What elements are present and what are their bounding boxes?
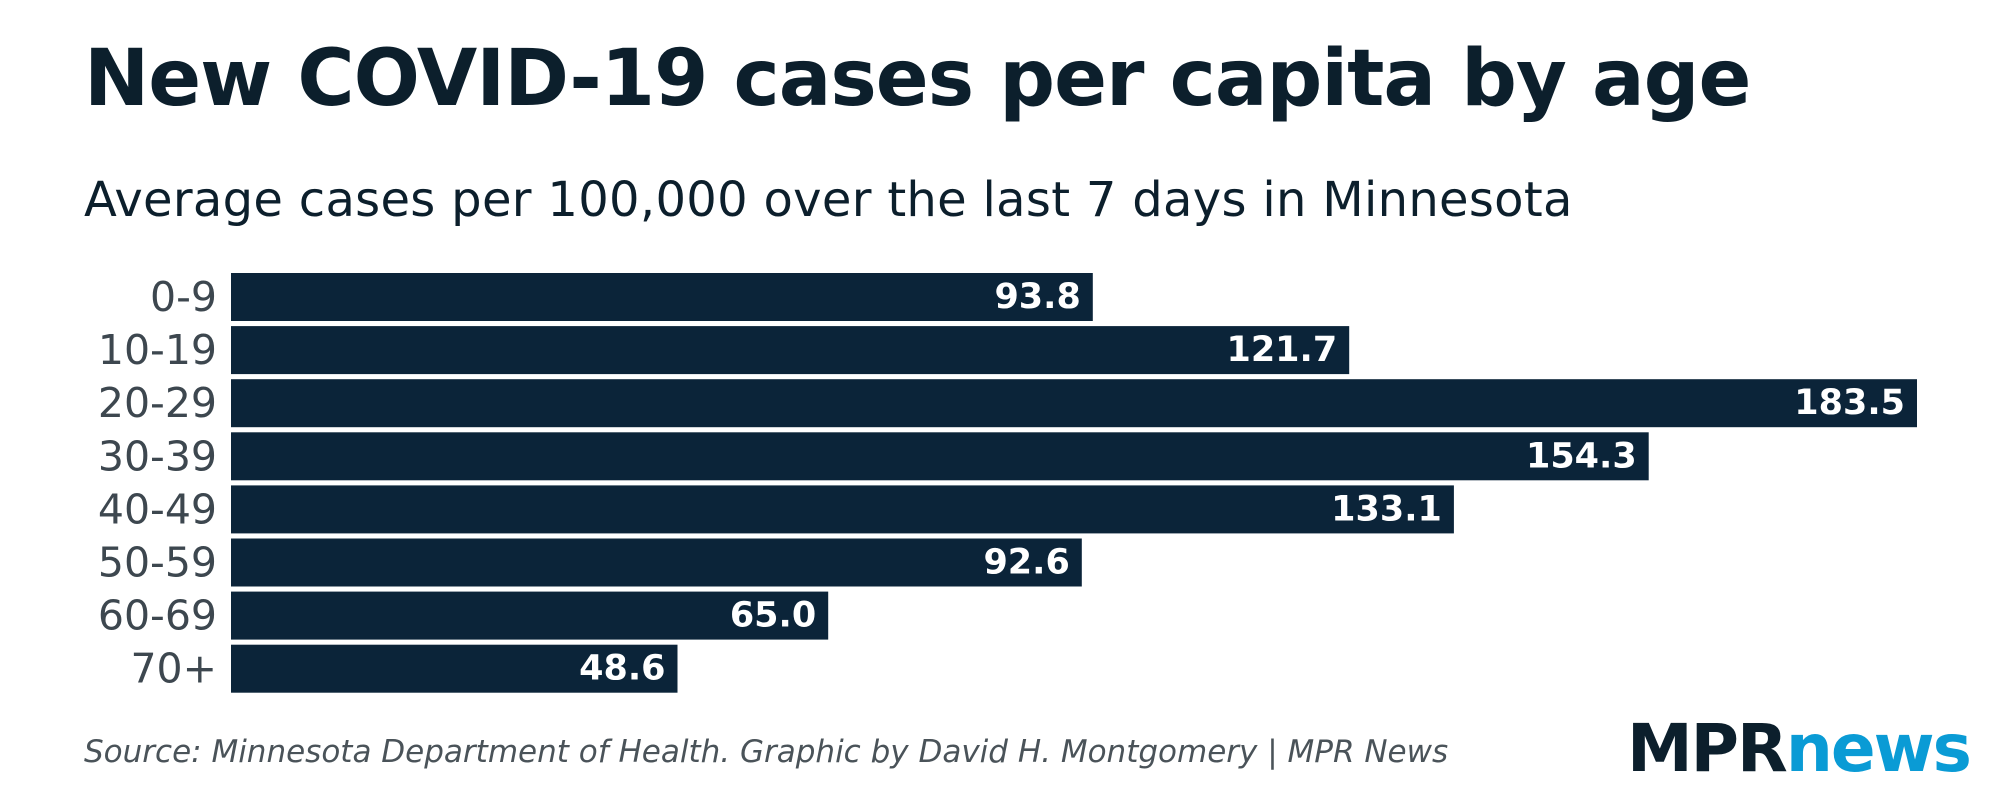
bars-group	[231, 273, 1917, 693]
bar-30-39	[231, 432, 1649, 481]
value-label-20-29: 183.5	[1794, 383, 1905, 423]
bar-chart: 0-9 10-19 20-29 30-39 40-49 50-59 60-69 70+ 93.…	[98, 273, 1917, 693]
bar-20-29	[231, 379, 1917, 428]
category-label-0-9: 0-9	[150, 273, 217, 321]
chart-title: New COVID-19 cases per capita by age	[84, 34, 1751, 124]
category-label-30-39: 30-39	[98, 432, 217, 480]
mpr-news-logo: MPRnews	[1627, 716, 1972, 782]
value-labels: 93.8 121.7 183.5 154.3 133.1 92.6 65.0 48.6	[579, 277, 1905, 689]
source-note: Source: Minnesota Department of Health. …	[84, 734, 1449, 770]
value-label-0-9: 93.8	[994, 277, 1080, 317]
bar-60-69	[231, 591, 829, 640]
bar-40-49	[231, 485, 1454, 534]
value-label-70+: 48.6	[579, 649, 665, 689]
value-label-50-59: 92.6	[983, 543, 1069, 583]
category-label-50-59: 50-59	[98, 539, 217, 587]
category-label-20-29: 20-29	[98, 379, 217, 427]
category-label-40-49: 40-49	[98, 485, 217, 533]
value-label-60-69: 65.0	[730, 596, 816, 636]
logo-mpr: MPR	[1627, 710, 1788, 787]
bar-10-19	[231, 326, 1350, 375]
bar-70+	[231, 644, 678, 693]
bar-50-59	[231, 538, 1082, 587]
category-label-10-19: 10-19	[98, 326, 217, 374]
value-label-10-19: 121.7	[1226, 330, 1337, 370]
bar-0-9	[231, 273, 1093, 321]
logo-news: news	[1785, 710, 1972, 787]
value-label-30-39: 154.3	[1526, 436, 1637, 476]
value-label-40-49: 133.1	[1331, 489, 1442, 529]
category-labels: 0-9 10-19 20-29 30-39 40-49 50-59 60-69 70+	[98, 273, 217, 693]
category-label-60-69: 60-69	[98, 592, 217, 640]
category-label-70+: 70+	[130, 645, 217, 693]
chart-subtitle: Average cases per 100,000 over the last …	[84, 172, 1573, 228]
